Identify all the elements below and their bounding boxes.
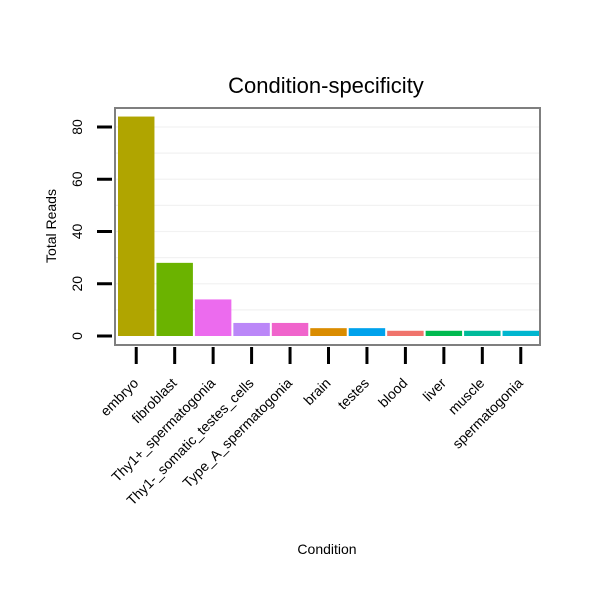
y-axis: 0 20 40 60 80 <box>69 119 112 340</box>
bar-Thy1-_somatic_testes_cells <box>233 322 270 336</box>
y-tick-label: 20 <box>69 276 85 292</box>
bars <box>118 116 539 336</box>
y-tick-label: 60 <box>69 171 85 187</box>
chart-title: Condition-specificity <box>228 73 424 98</box>
bar-Type_A_spermatogonia <box>271 322 309 336</box>
plot-panel-border <box>114 107 541 346</box>
bar-liver <box>425 330 463 336</box>
y-axis-title: Total Reads <box>43 189 59 263</box>
bar-fibroblast <box>156 262 193 336</box>
bar-embryo <box>118 116 155 336</box>
bar-testes <box>348 328 386 336</box>
x-tick-label: liver <box>420 375 450 405</box>
bar-Thy1+_spermatogonia <box>194 299 232 336</box>
y-tick-label: 80 <box>69 119 85 135</box>
y-tick-label: 40 <box>69 224 85 240</box>
x-axis: embryofibroblastThy1+_spermatogoniaThy1-… <box>97 347 526 508</box>
x-tick-label: testes <box>334 375 372 413</box>
bar-brain <box>310 328 347 336</box>
bar-spermatogonia <box>502 330 539 336</box>
x-axis-title: Condition <box>297 541 356 557</box>
bar-blood <box>387 330 424 336</box>
x-tick-label: blood <box>375 375 411 411</box>
y-tick-label: 0 <box>69 332 85 340</box>
x-tick-label: brain <box>300 375 333 408</box>
bar-muscle <box>464 330 501 336</box>
x-tick-label: spermatogonia <box>449 375 526 452</box>
